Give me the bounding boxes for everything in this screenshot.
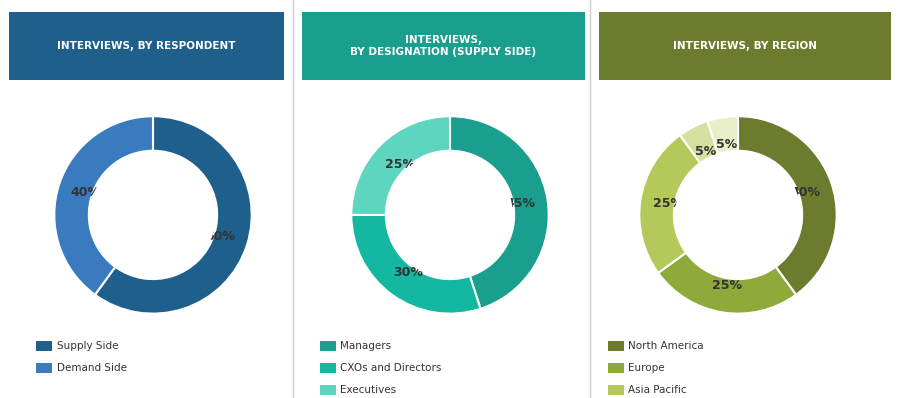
Text: 5%: 5% [695, 145, 716, 158]
Circle shape [676, 153, 800, 277]
Text: INTERVIEWS, BY RESPONDENT: INTERVIEWS, BY RESPONDENT [57, 41, 236, 51]
Text: North America: North America [628, 341, 704, 351]
Text: INTERVIEWS,
BY DESIGNATION (SUPPLY SIDE): INTERVIEWS, BY DESIGNATION (SUPPLY SIDE) [350, 35, 536, 57]
Text: Demand Side: Demand Side [57, 363, 127, 373]
Circle shape [388, 153, 512, 277]
Text: 25%: 25% [652, 197, 683, 210]
Text: CXOs and Directors: CXOs and Directors [340, 363, 442, 373]
Wedge shape [738, 116, 837, 295]
Wedge shape [95, 116, 252, 314]
Text: 25%: 25% [384, 158, 415, 171]
Text: Asia Pacific: Asia Pacific [628, 384, 687, 395]
Wedge shape [639, 135, 700, 273]
Wedge shape [351, 116, 450, 215]
Text: Executives: Executives [340, 384, 396, 395]
Wedge shape [351, 215, 481, 314]
Text: 45%: 45% [505, 197, 536, 210]
Text: Europe: Europe [628, 363, 665, 373]
Wedge shape [680, 121, 718, 163]
Text: INTERVIEWS, BY REGION: INTERVIEWS, BY REGION [673, 41, 817, 51]
Wedge shape [54, 116, 153, 295]
Text: Supply Side: Supply Side [57, 341, 118, 351]
Circle shape [91, 153, 215, 277]
Wedge shape [450, 116, 549, 309]
Text: 25%: 25% [712, 279, 742, 292]
Wedge shape [707, 116, 738, 154]
Wedge shape [658, 253, 796, 314]
Text: 5%: 5% [716, 138, 737, 151]
Text: 40%: 40% [70, 186, 101, 199]
Text: 60%: 60% [206, 230, 236, 244]
Text: 40%: 40% [790, 186, 821, 199]
Text: Managers: Managers [340, 341, 392, 351]
Text: 30%: 30% [393, 266, 423, 279]
